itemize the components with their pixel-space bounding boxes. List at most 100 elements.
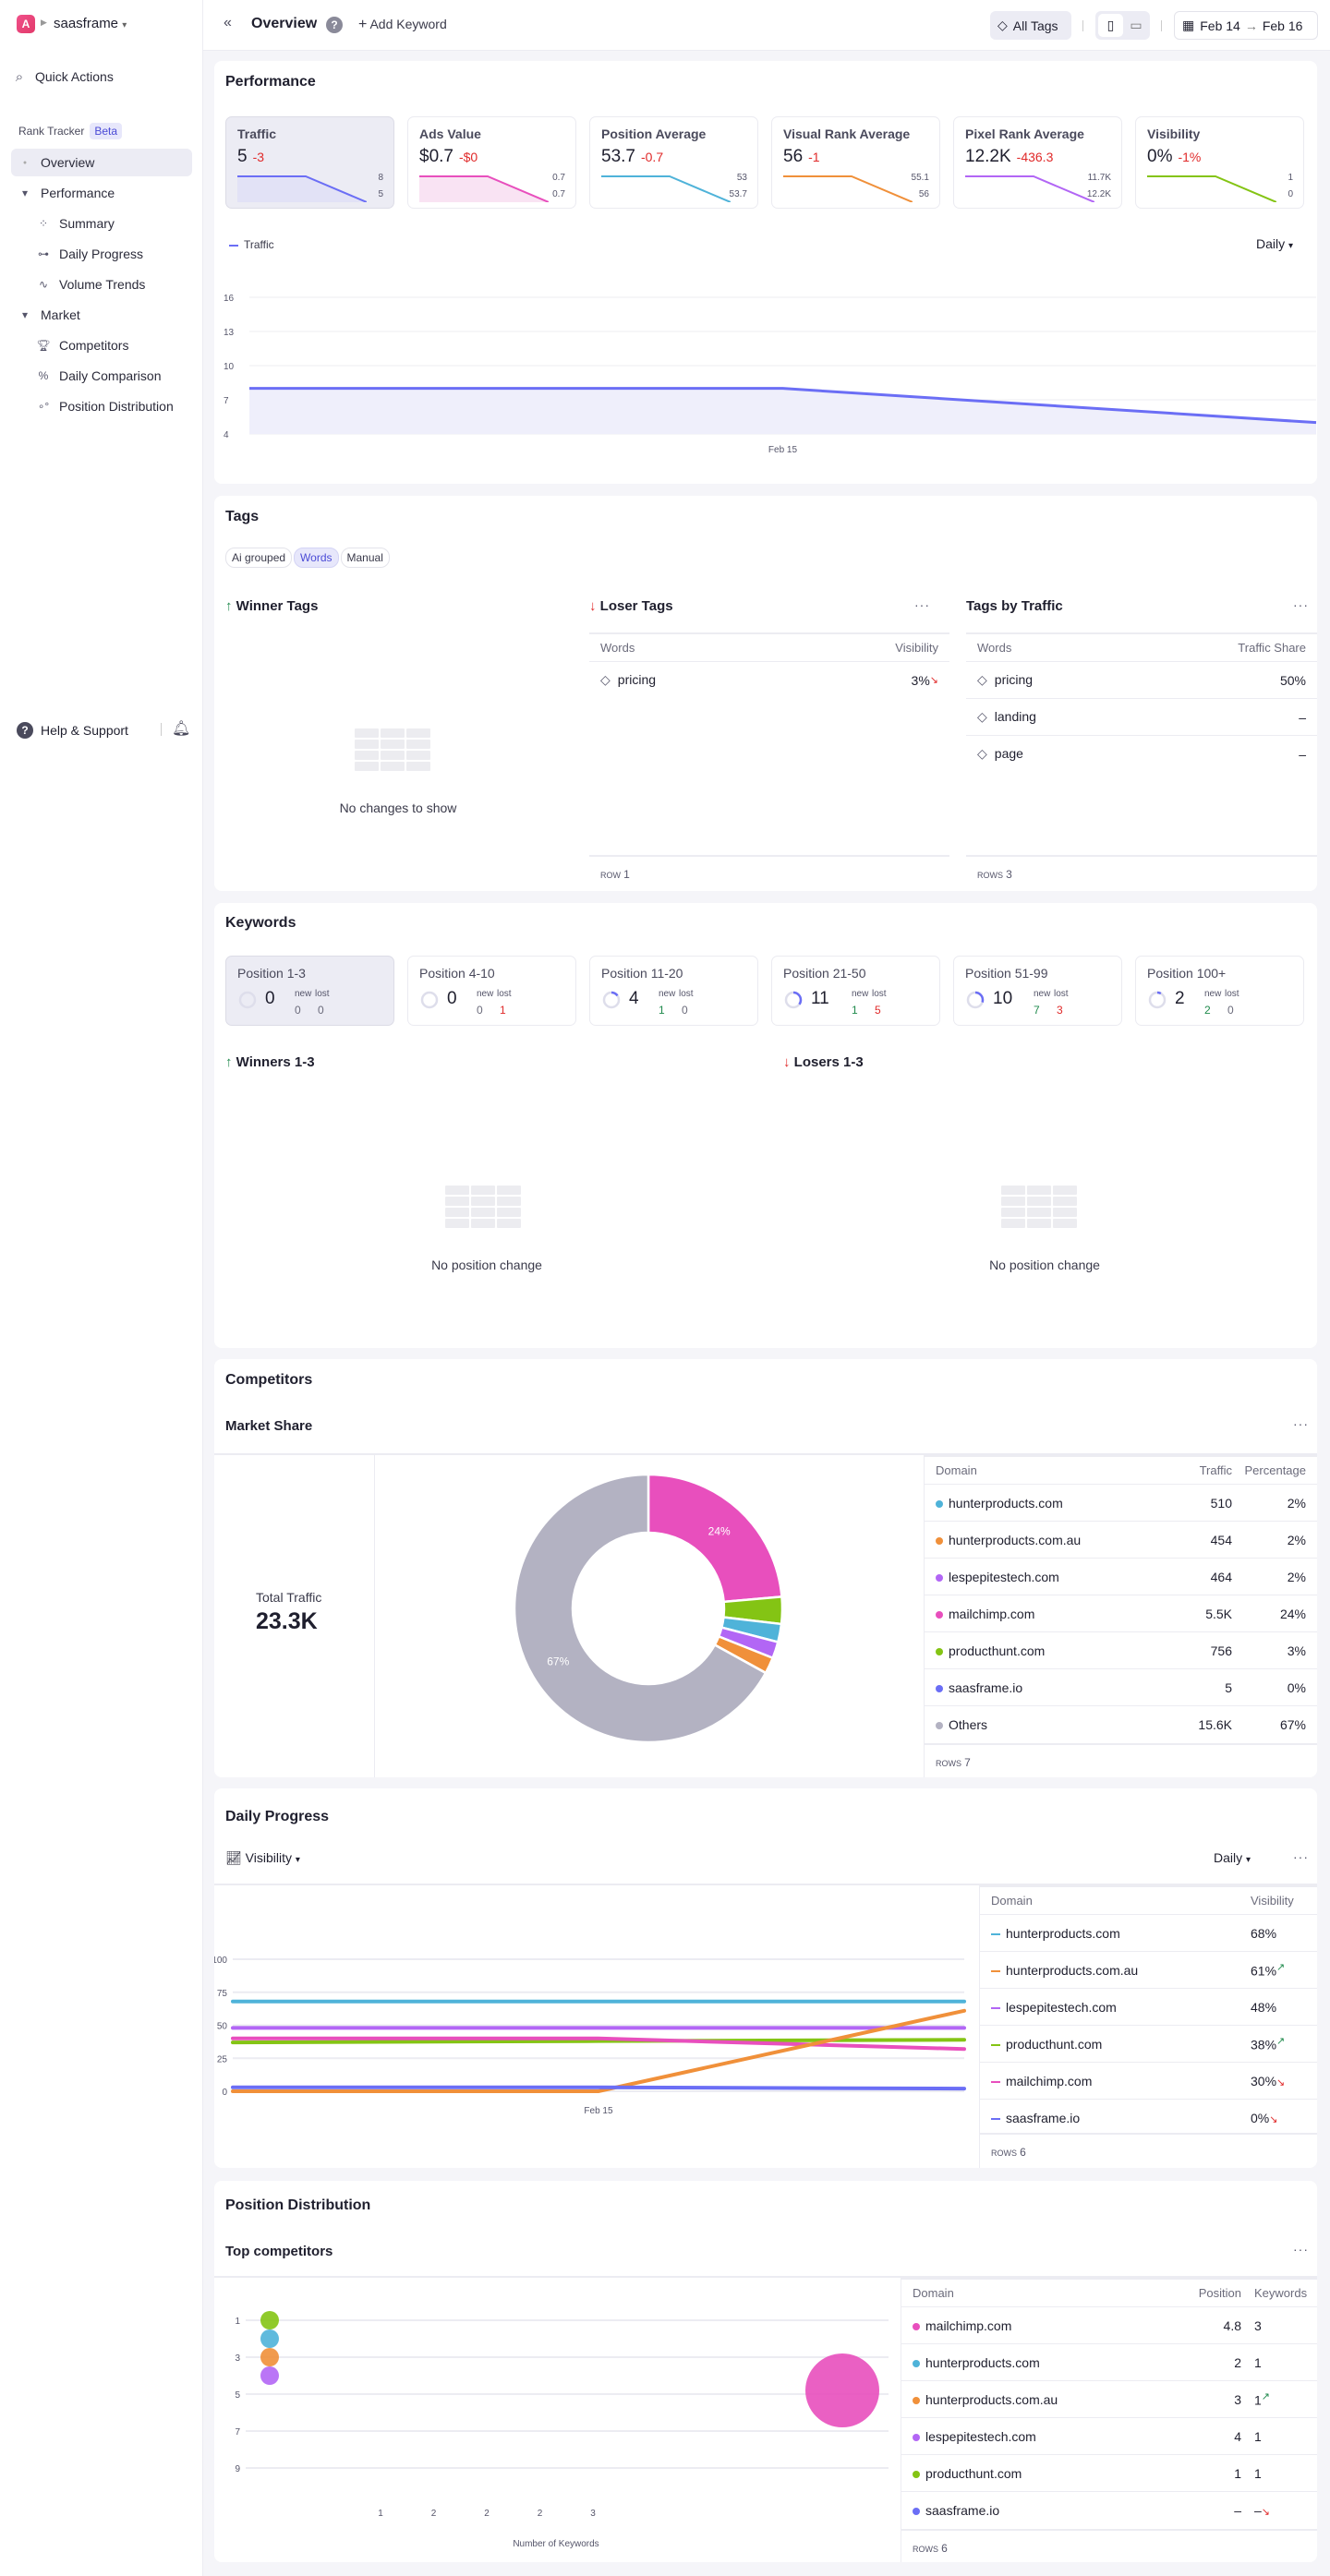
- trend-down-icon: ↘: [1261, 2506, 1271, 2518]
- visibility-chart: 0 25 50 75 100 Feb 15: [214, 1956, 966, 2116]
- position-bubble-chart: 1 3 5 7 9 1 2 2 2 3 Number of Keywords: [235, 2311, 889, 2549]
- more-options-icon[interactable]: ···: [914, 597, 930, 612]
- position-distribution-card: Position Distribution Top competitors ··…: [214, 2181, 1317, 2562]
- table-row[interactable]: saasframe.io 5 0%: [925, 1668, 1317, 1705]
- table-row[interactable]: lespepitestech.com 48%: [980, 1988, 1317, 2025]
- table-row[interactable]: ◇ pricing 3% ↘: [589, 661, 949, 698]
- position-range-title: Position 1-3: [237, 966, 306, 981]
- table-row[interactable]: hunterproducts.com 68%: [980, 1914, 1317, 1951]
- position-count: 0: [447, 989, 457, 1008]
- add-keyword-button[interactable]: + Add Keyword: [358, 17, 447, 33]
- kpi-card-visual-rank-average[interactable]: Visual Rank Average 56 -1 55.1 56: [771, 116, 940, 209]
- more-options-icon[interactable]: ···: [1293, 2242, 1309, 2257]
- collapse-sidebar-icon[interactable]: «: [224, 15, 232, 30]
- competitors-card: Competitors Market Share ··· Total Traff…: [214, 1359, 1317, 1777]
- position-card[interactable]: Position 11-20 4 new lost 1 0: [589, 956, 758, 1026]
- y-tick-label: 4: [224, 430, 229, 440]
- x-tick-label: 1: [378, 2509, 383, 2519]
- kpi-card-pixel-rank-average[interactable]: Pixel Rank Average 12.2K -436.3 11.7K 12.…: [953, 116, 1122, 209]
- arrow-right-icon: →: [1244, 18, 1258, 33]
- table-row[interactable]: ◇ page –: [966, 735, 1317, 772]
- y-tick-label: 0: [222, 2088, 227, 2098]
- kpi-title: Pixel Rank Average: [965, 126, 1084, 141]
- more-options-icon[interactable]: ···: [1293, 1849, 1309, 1864]
- table-row[interactable]: producthunt.com 1 1: [901, 2454, 1317, 2491]
- position-card[interactable]: Position 100+ 2 new lost 2 0: [1135, 956, 1304, 1026]
- sidebar-item-market[interactable]: ▾ Market: [11, 301, 192, 329]
- position-card[interactable]: Position 1-3 0 new lost 0 0: [225, 956, 394, 1026]
- kpi-sparkline: [601, 175, 731, 202]
- more-options-icon[interactable]: ···: [1293, 1416, 1309, 1431]
- table-row[interactable]: Others 15.6K 67%: [925, 1705, 1317, 1742]
- filter-chip[interactable]: Manual: [340, 548, 390, 568]
- kpi-card-visibility[interactable]: Visibility 0% -1% 1 0: [1135, 116, 1304, 209]
- filter-chip[interactable]: Ai grouped: [225, 548, 293, 568]
- position-card[interactable]: Position 21-50 11 new lost 1 5: [771, 956, 940, 1026]
- table-row[interactable]: ◇ landing –: [966, 698, 1317, 735]
- table-row[interactable]: hunterproducts.com 510 2%: [925, 1484, 1317, 1521]
- table-row[interactable]: hunterproducts.com.au 3 1↗: [901, 2380, 1317, 2417]
- sidebar-item-volume-trends[interactable]: ∿ Volume Trends: [11, 271, 192, 298]
- table-row[interactable]: ◇ pricing 50%: [966, 661, 1317, 698]
- sidebar-item-daily-comparison[interactable]: % Daily Comparison: [11, 362, 192, 390]
- kpi-delta: -1: [808, 150, 820, 164]
- winner-tags-title: ↑ Winner Tags: [225, 598, 319, 614]
- date-range-picker[interactable]: ▦ Feb 14 → Feb 16: [1174, 11, 1318, 40]
- filter-chip[interactable]: Words: [294, 548, 339, 568]
- table-row[interactable]: lespepitestech.com 4 1: [901, 2417, 1317, 2454]
- help-support-button[interactable]: ? Help & Support: [17, 722, 128, 739]
- grid-circles-icon: ⁘: [38, 217, 49, 230]
- color-dot: [936, 1499, 943, 1508]
- plus-icon: +: [358, 17, 368, 32]
- kpi-value: 56 -1: [783, 147, 820, 166]
- market-share-title: Market Share: [225, 1418, 313, 1434]
- table-row[interactable]: hunterproducts.com.au 61%↗: [980, 1951, 1317, 1988]
- tags-filter-button[interactable]: ◇ All Tags: [990, 11, 1071, 40]
- interval-dropdown[interactable]: Daily ▾: [1214, 1850, 1251, 1865]
- table-row[interactable]: saasframe.io – –↘: [901, 2491, 1317, 2528]
- kpi-card-position-average[interactable]: Position Average 53.7 -0.7 53 53.7: [589, 116, 758, 209]
- sidebar-item-position-distribution[interactable]: ∘° Position Distribution: [11, 392, 192, 420]
- total-traffic-value: 23.3K: [256, 1608, 318, 1634]
- kpi-card-traffic[interactable]: Traffic 5 -3 8 5: [225, 116, 394, 209]
- mobile-icon[interactable]: ▯: [1098, 14, 1123, 37]
- table-row[interactable]: producthunt.com 38%↗: [980, 2025, 1317, 2062]
- more-options-icon[interactable]: ···: [1293, 597, 1309, 612]
- table-row[interactable]: producthunt.com 756 3%: [925, 1631, 1317, 1668]
- bubble-hunterproducts-com-au: [260, 2348, 279, 2366]
- interval-label: Daily: [1214, 1850, 1243, 1865]
- interval-dropdown[interactable]: Daily ▾: [1256, 236, 1293, 251]
- kpi-card-ads-value[interactable]: Ads Value $0.7 -$0 0.7 0.7: [407, 116, 576, 209]
- winners-title: ↑ Winners 1-3: [225, 1054, 315, 1070]
- position-range-title: Position 21-50: [783, 966, 866, 981]
- bell-icon[interactable]: 🔔︎: [172, 721, 191, 737]
- table-row[interactable]: hunterproducts.com.au 454 2%: [925, 1521, 1317, 1558]
- sidebar-item-daily-progress[interactable]: ⊶ Daily Progress: [11, 240, 192, 268]
- table-row[interactable]: mailchimp.com 5.5K 24%: [925, 1595, 1317, 1631]
- help-icon[interactable]: ?: [326, 17, 343, 33]
- daily-progress-card: Daily Progress 📈︎ Visibility ▾ Daily ▾ ·…: [214, 1788, 1317, 2168]
- sidebar-item-competitors[interactable]: 🏆︎ Competitors: [11, 331, 192, 359]
- lost-count: 5: [875, 1004, 881, 1017]
- position-card[interactable]: Position 4-10 0 new lost 0 1: [407, 956, 576, 1026]
- metric-dropdown[interactable]: 📈︎ Visibility ▾: [225, 1850, 300, 1866]
- sidebar-item-performance[interactable]: ▾ Performance: [11, 179, 192, 207]
- y-tick-label: 13: [224, 328, 235, 338]
- arrow-down-icon: ↓: [783, 1054, 791, 1070]
- lost-count: 1: [500, 1004, 506, 1017]
- kpi-sparkline: [783, 175, 913, 202]
- kpi-title: Traffic: [237, 126, 277, 141]
- desktop-icon[interactable]: ▭: [1130, 18, 1143, 32]
- sidebar-item-overview[interactable]: ● Overview: [11, 149, 192, 176]
- table-row[interactable]: saasframe.io 0%↘: [980, 2099, 1317, 2136]
- table-row[interactable]: lespepitestech.com 464 2%: [925, 1558, 1317, 1595]
- table-row[interactable]: hunterproducts.com 2 1: [901, 2343, 1317, 2380]
- position-card[interactable]: Position 51-99 10 new lost 7 3: [953, 956, 1122, 1026]
- table-row[interactable]: mailchimp.com 4.8 3: [901, 2306, 1317, 2343]
- sidebar-item-summary[interactable]: ⁘ Summary: [11, 210, 192, 237]
- quick-actions-button[interactable]: ⌕ Quick Actions: [11, 63, 192, 90]
- quick-actions-label: Quick Actions: [35, 69, 114, 84]
- workspace-logo[interactable]: A: [17, 15, 35, 33]
- workspace-switcher[interactable]: saasframe ▾: [54, 16, 127, 31]
- table-row[interactable]: mailchimp.com 30%↘: [980, 2062, 1317, 2099]
